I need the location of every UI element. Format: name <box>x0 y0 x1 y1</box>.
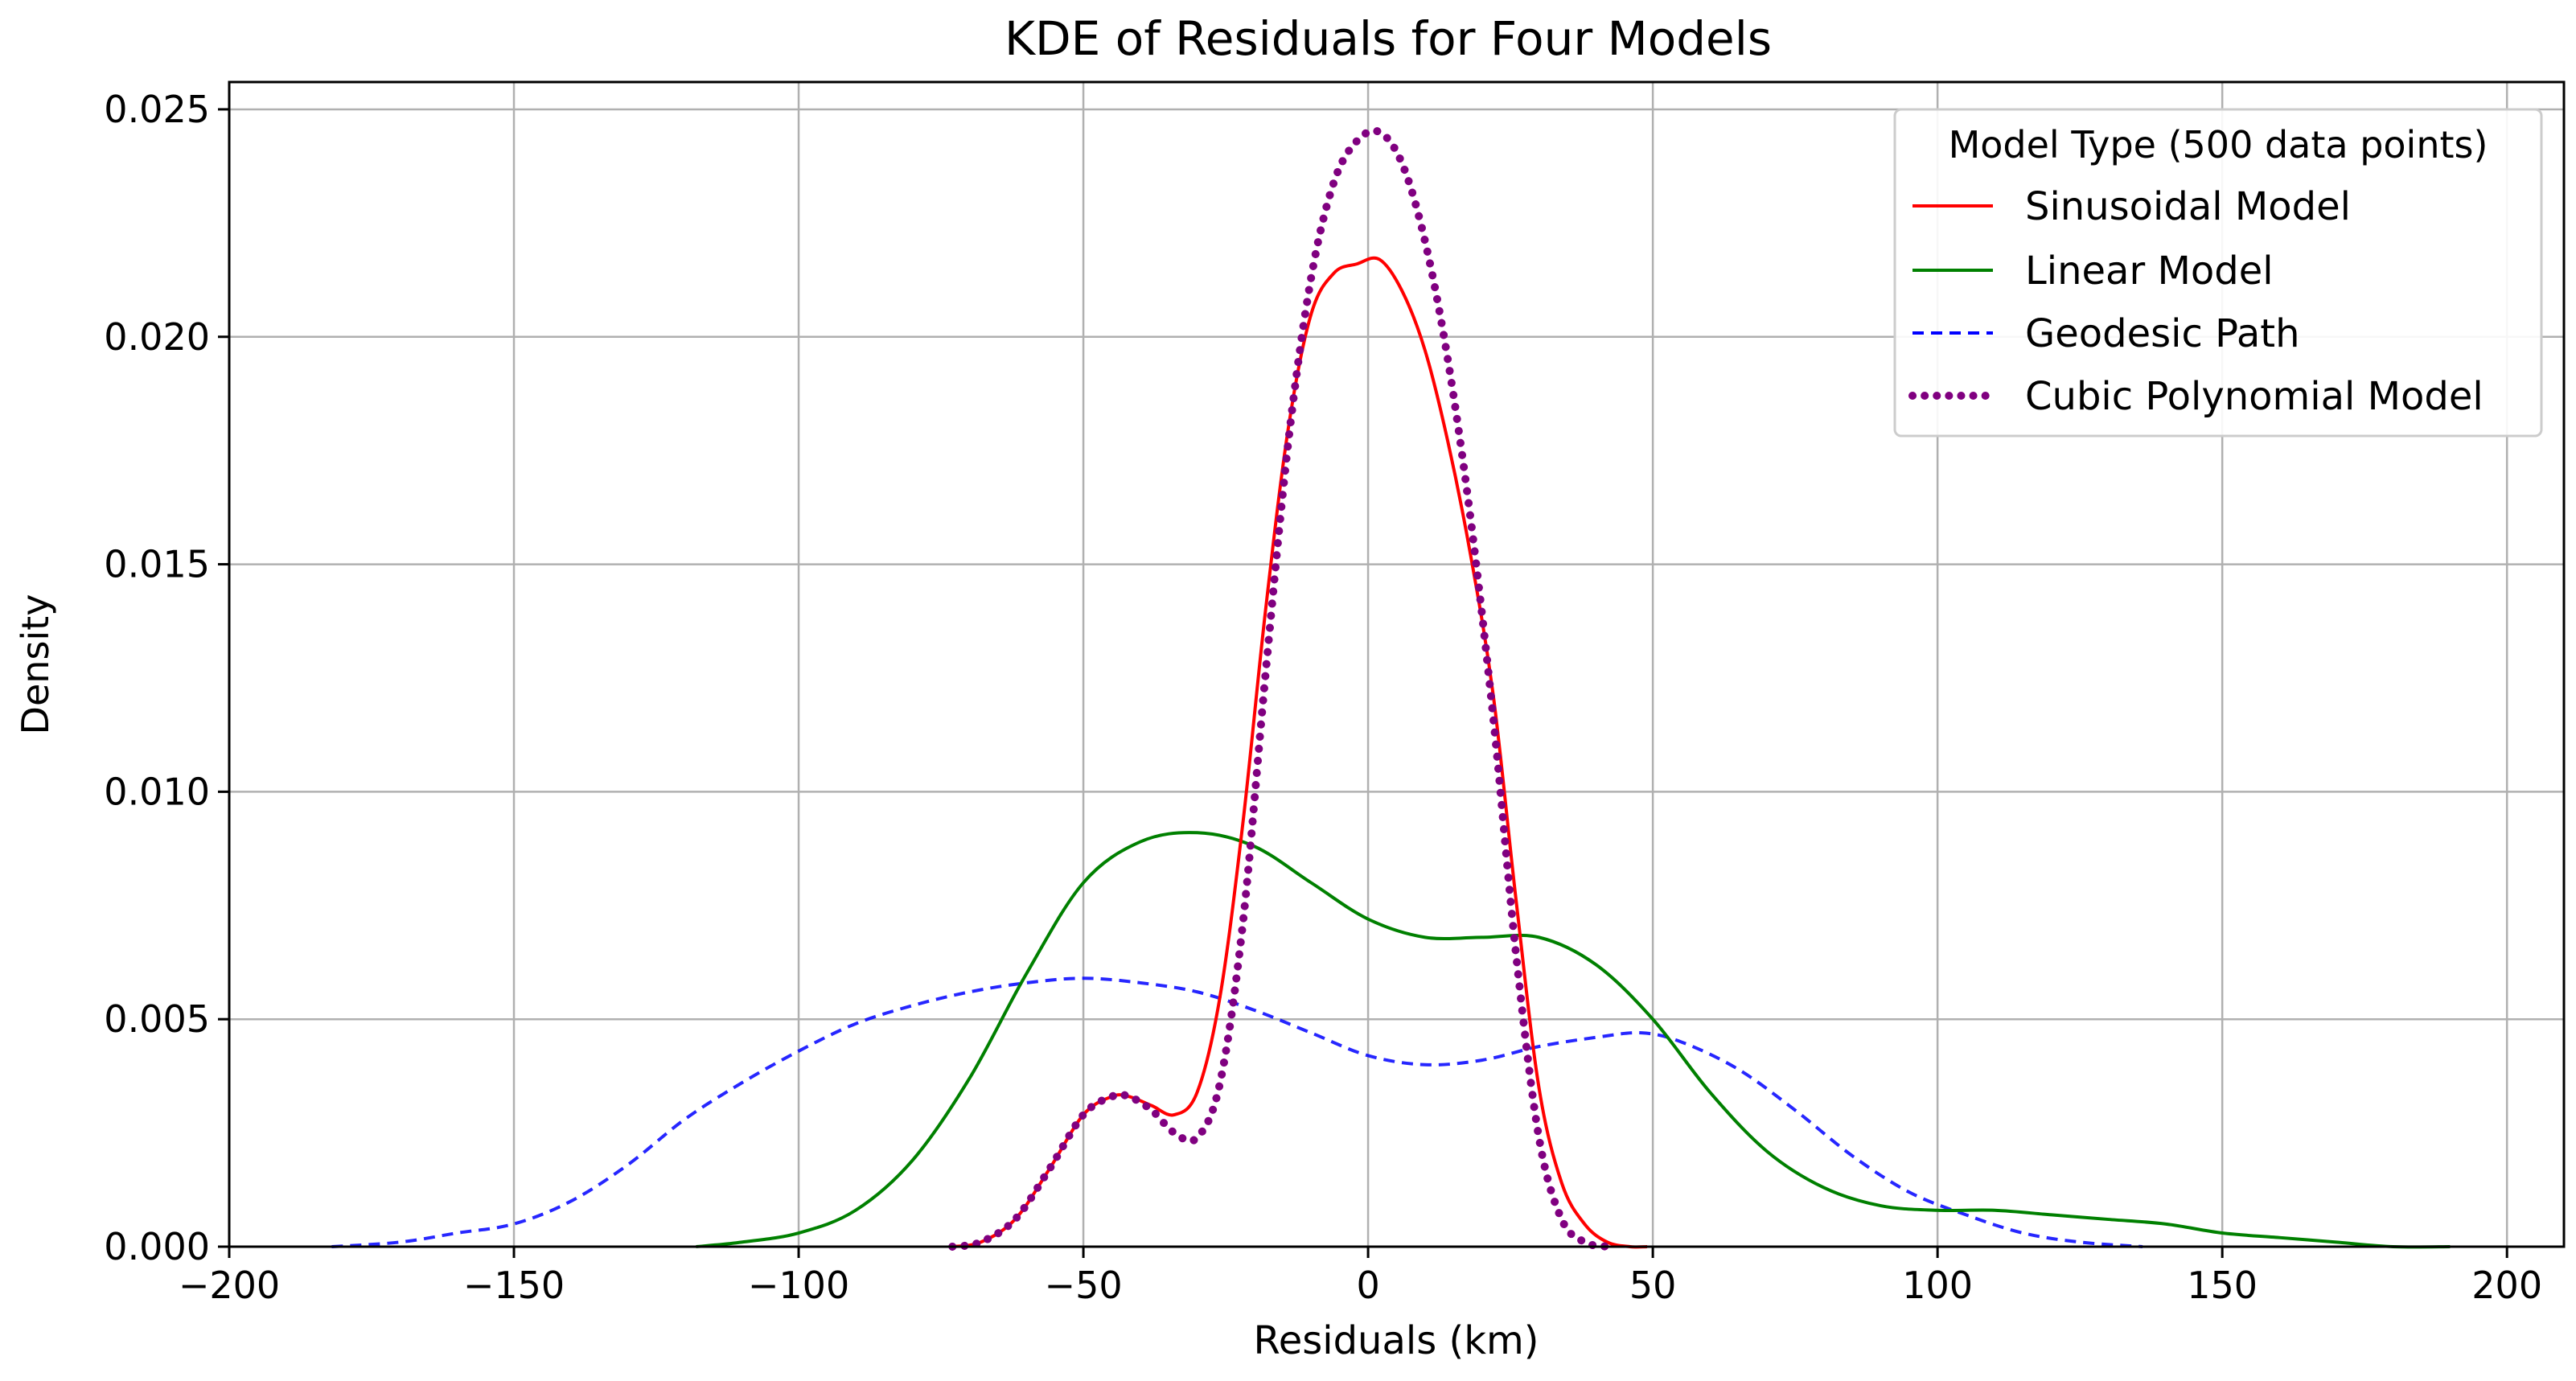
legend: Model Type (500 data points) Sinusoidal … <box>1893 108 2543 438</box>
x-tick-label: −200 <box>179 1264 280 1307</box>
y-tick-label: 0.015 <box>104 543 210 586</box>
y-tick-label: 0.020 <box>104 315 210 359</box>
x-tick-label: 50 <box>1629 1264 1677 1307</box>
legend-label-linear: Linear Model <box>2025 249 2274 294</box>
x-tick-label: −50 <box>1045 1264 1123 1307</box>
y-tick-label: 0.000 <box>104 1225 210 1268</box>
series-line-cubic <box>948 126 1612 1251</box>
legend-box <box>1893 108 2543 438</box>
y-tick-label: 0.010 <box>104 770 210 813</box>
x-tick-label: 150 <box>2187 1264 2258 1307</box>
y-tick-label: 0.005 <box>104 997 210 1041</box>
legend-label-cubic: Cubic Polynomial Model <box>2025 374 2484 419</box>
x-axis-label: Residuals (km) <box>1254 1318 1539 1363</box>
series-line-geodesic <box>331 976 2143 1248</box>
legend-label-geodesic: Geodesic Path <box>2025 311 2300 356</box>
y-axis-label: Density <box>14 594 57 735</box>
series-layer <box>331 126 2451 1251</box>
plot-frame <box>228 80 2566 1248</box>
legend-label-sinusoidal: Sinusoidal Model <box>2025 184 2351 229</box>
x-tick-label: 0 <box>1356 1264 1379 1307</box>
chart-title: KDE of Residuals for Four Models <box>1005 11 1772 66</box>
x-tick-label: 100 <box>1902 1264 1973 1307</box>
y-axis: 0.000 0.005 0.010 0.015 0.020 0.025 <box>104 88 229 1268</box>
x-axis: −200 −150 −100 −50 0 50 100 150 200 <box>179 1247 2542 1307</box>
y-tick-label: 0.025 <box>104 88 210 131</box>
x-tick-label: −150 <box>463 1264 565 1307</box>
series-line-linear <box>696 831 2451 1249</box>
x-tick-label: 200 <box>2471 1264 2542 1307</box>
x-tick-label: −100 <box>748 1264 849 1307</box>
legend-title: Model Type (500 data points) <box>1949 123 2488 166</box>
